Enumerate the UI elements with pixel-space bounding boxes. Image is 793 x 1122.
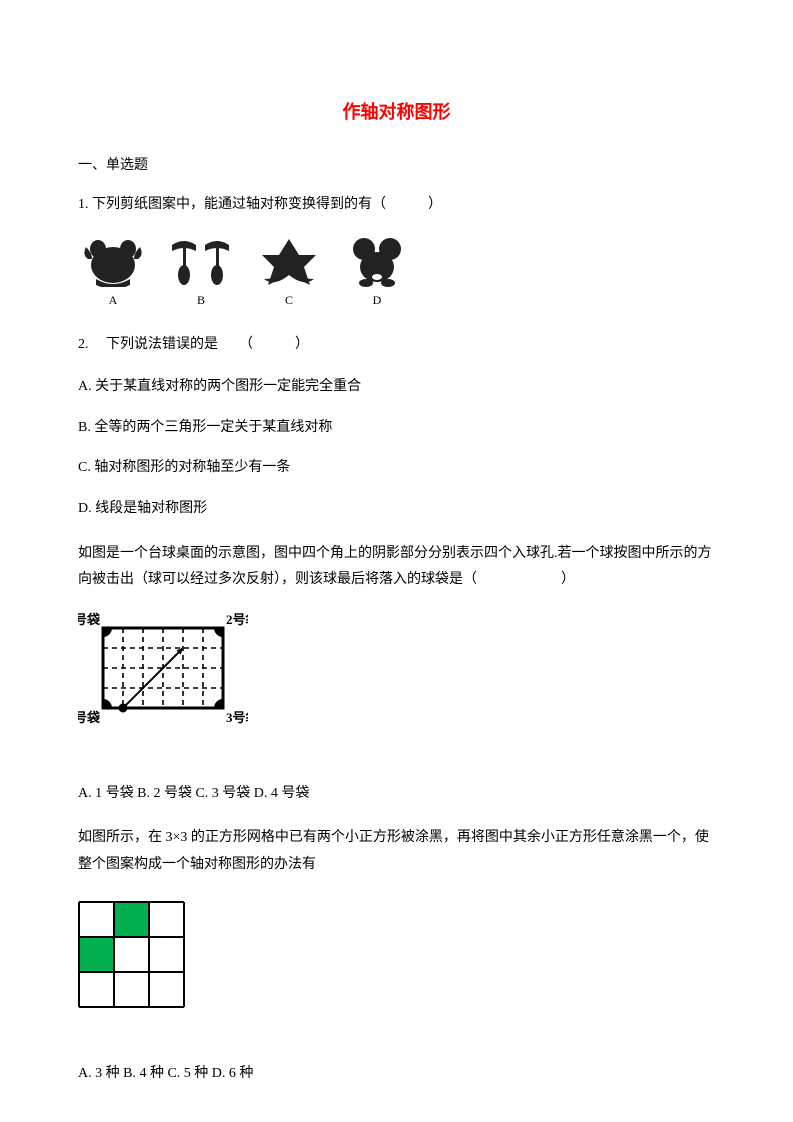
papercut-item-c: C (254, 235, 324, 308)
billiards-figure: 1号袋 2号袋 4号袋 3号袋 (78, 610, 715, 731)
q1-text: 1. 下列剪纸图案中，能通过轴对称变换得到的有（ ） (78, 192, 715, 219)
q3-text: 如图是一个台球桌面的示意图，图中四个角上的阴影部分分别表示四个入球孔.若一个球按… (78, 541, 715, 594)
papercut-label-c: C (285, 293, 293, 308)
q2-text: 2. 下列说法错误的是 （ ） (78, 332, 715, 359)
billiards-image: 1号袋 2号袋 4号袋 3号袋 (78, 610, 248, 726)
papercut-item-d: D (342, 235, 412, 308)
svg-text:1号袋: 1号袋 (78, 612, 101, 627)
papercut-label-d: D (373, 293, 382, 308)
svg-text:2号袋: 2号袋 (226, 612, 248, 627)
papercut-b-image (166, 235, 236, 287)
papercut-d-image (342, 235, 412, 287)
papercut-c-image (254, 235, 324, 287)
q2-option-a: A. 关于某直线对称的两个图形一定能完全重合 (78, 374, 715, 401)
section-heading: 一、单选题 (78, 154, 715, 174)
q2-option-d: D. 线段是轴对称图形 (78, 496, 715, 523)
q2-option-b: B. 全等的两个三角形一定关于某直线对称 (78, 415, 715, 442)
page-title: 作轴对称图形 (78, 98, 715, 124)
papercut-item-b: B (166, 235, 236, 308)
grid-3x3-image (78, 901, 185, 1008)
papercut-label-a: A (109, 293, 118, 308)
papercut-label-b: B (197, 293, 205, 308)
svg-text:3号袋: 3号袋 (226, 710, 248, 725)
q2-option-c: C. 轴对称图形的对称轴至少有一条 (78, 455, 715, 482)
q2-options: A. 关于某直线对称的两个图形一定能完全重合 B. 全等的两个三角形一定关于某直… (78, 374, 715, 522)
papercut-item-a: A (78, 235, 148, 308)
svg-text:4号袋: 4号袋 (78, 710, 101, 725)
papercut-figure-row: A B C (78, 235, 715, 308)
q4-answers: A. 3 种 B. 4 种 C. 5 种 D. 6 种 (78, 1061, 715, 1088)
papercut-a-image (78, 235, 148, 287)
q3-answers: A. 1 号袋 B. 2 号袋 C. 3 号袋 D. 4 号袋 (78, 781, 715, 808)
q4-text: 如图所示，在 3×3 的正方形网格中已有两个小正方形被涂黑，再将图中其余小正方形… (78, 825, 715, 878)
